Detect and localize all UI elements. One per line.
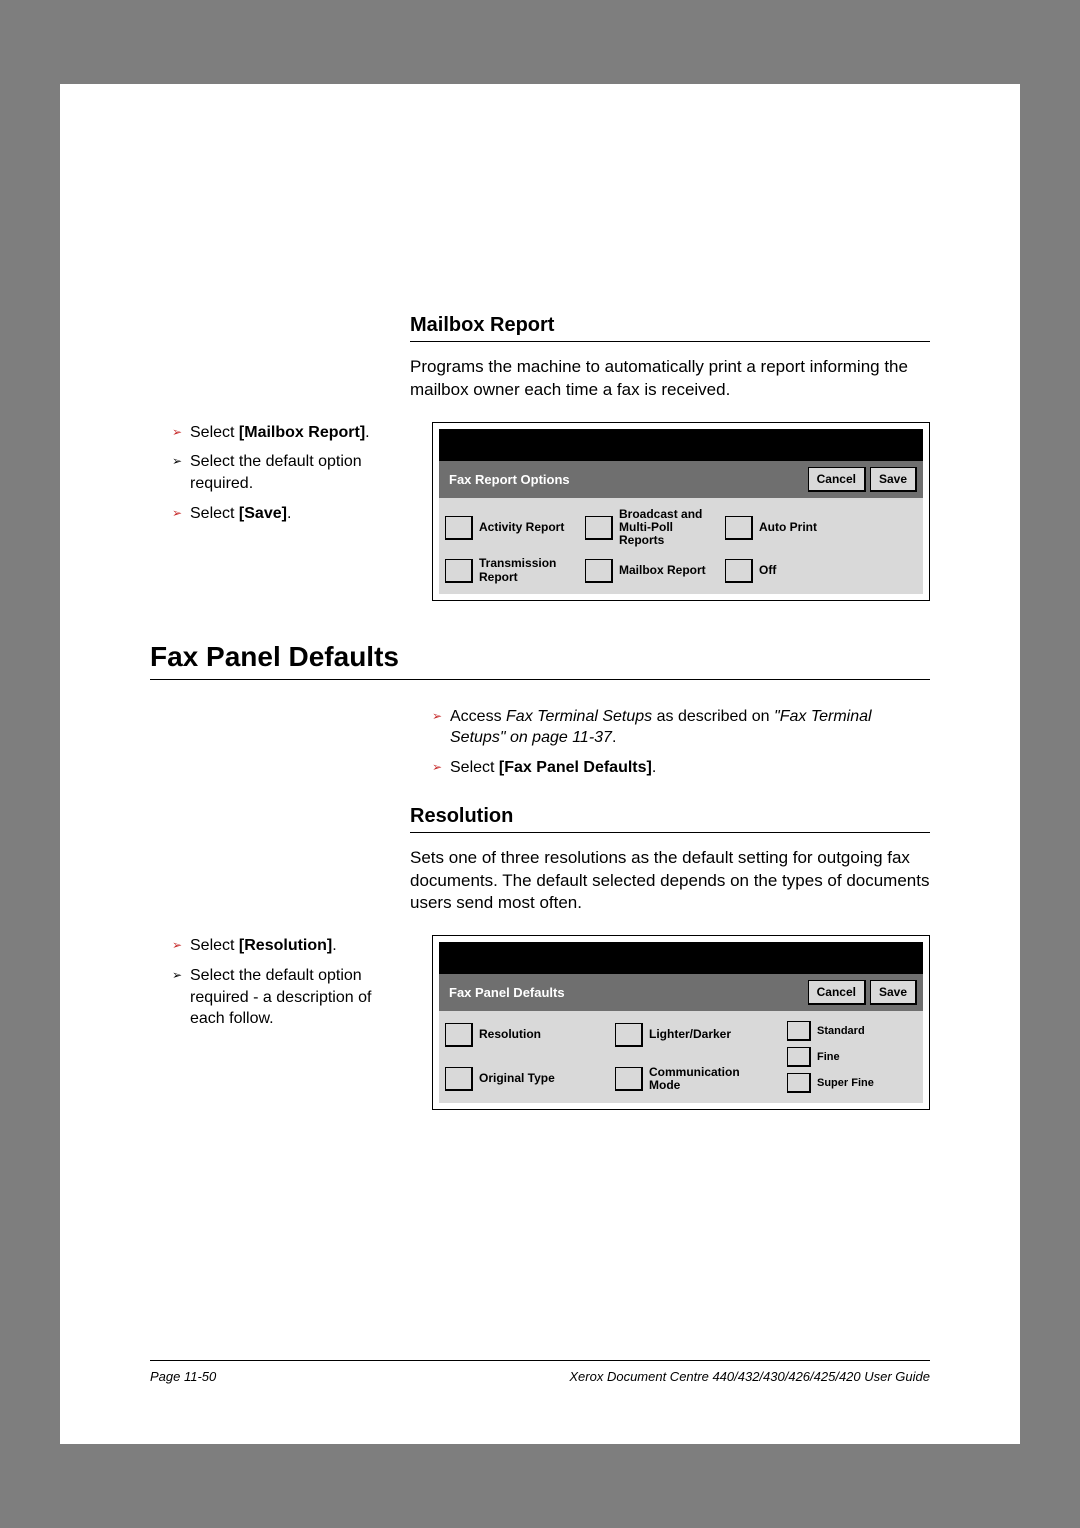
step: Access Fax Terminal Setups as described … [432, 706, 930, 749]
off-option[interactable]: Off [725, 559, 855, 583]
communication-mode-option[interactable]: Communication Mode [615, 1064, 773, 1093]
broadcast-multipoll-option[interactable]: Broadcast and Multi-Poll Reports [585, 508, 715, 548]
panel-body: Resolution Lighter/Darker Original Type … [439, 1011, 923, 1103]
step: Select the default option required - a d… [172, 965, 408, 1030]
save-button[interactable]: Save [870, 467, 917, 492]
page: Mailbox Report Programs the machine to a… [60, 84, 1020, 1444]
footer: Page 11-50 Xerox Document Centre 440/432… [150, 1360, 930, 1384]
mailbox-title: Mailbox Report [410, 314, 930, 342]
panel-title: Fax Report Options [449, 472, 804, 487]
step: Select [Fax Panel Defaults]. [432, 757, 930, 779]
fine-option[interactable]: Fine [787, 1047, 917, 1067]
panel-header: Fax Panel Defaults Cancel Save [439, 974, 923, 1011]
fax-defaults-steps: Access Fax Terminal Setups as described … [432, 706, 930, 779]
step: Select [Mailbox Report]. [172, 422, 408, 444]
cancel-button[interactable]: Cancel [808, 467, 866, 492]
super-fine-option[interactable]: Super Fine [787, 1073, 917, 1093]
step: Select the default option required. [172, 451, 408, 494]
mailbox-intro: Programs the machine to automatically pr… [410, 356, 930, 402]
content: Mailbox Report Programs the machine to a… [150, 314, 930, 1110]
resolution-steps: Select [Resolution]. Select the default … [172, 935, 408, 1110]
cancel-button[interactable]: Cancel [808, 980, 866, 1005]
resolution-panel-col: Fax Panel Defaults Cancel Save Resolutio… [432, 935, 930, 1110]
panel-topbar [439, 942, 923, 974]
fax-panel-defaults-panel: Fax Panel Defaults Cancel Save Resolutio… [432, 935, 930, 1110]
panel-header: Fax Report Options Cancel Save [439, 461, 923, 498]
resolution-option[interactable]: Resolution [445, 1021, 603, 1048]
fax-report-options-panel: Fax Report Options Cancel Save Activity … [432, 422, 930, 601]
original-type-option[interactable]: Original Type [445, 1064, 603, 1093]
transmission-report-option[interactable]: Transmission Report [445, 557, 575, 583]
panel-body: Activity Report Broadcast and Multi-Poll… [439, 498, 923, 594]
fax-panel-defaults-title: Fax Panel Defaults [150, 641, 930, 680]
panel-topbar [439, 429, 923, 461]
standard-option[interactable]: Standard [787, 1021, 917, 1041]
lighter-darker-option[interactable]: Lighter/Darker [615, 1021, 773, 1048]
mailbox-panel-col: Fax Report Options Cancel Save Activity … [432, 422, 930, 601]
auto-print-option[interactable]: Auto Print [725, 516, 855, 540]
panel-title: Fax Panel Defaults [449, 985, 804, 1000]
footer-doc-title: Xerox Document Centre 440/432/430/426/42… [569, 1369, 930, 1384]
resolution-intro: Sets one of three resolutions as the def… [410, 847, 930, 916]
activity-report-option[interactable]: Activity Report [445, 516, 575, 540]
mailbox-report-option[interactable]: Mailbox Report [585, 559, 715, 583]
page-number: Page 11-50 [150, 1369, 216, 1384]
save-button[interactable]: Save [870, 980, 917, 1005]
resolution-row: Select [Resolution]. Select the default … [172, 935, 930, 1110]
step: Select [Save]. [172, 503, 408, 525]
mailbox-steps: Select [Mailbox Report]. Select the defa… [172, 422, 408, 601]
mailbox-row: Select [Mailbox Report]. Select the defa… [172, 422, 930, 601]
resolution-title: Resolution [410, 805, 930, 833]
step: Select [Resolution]. [172, 935, 408, 957]
